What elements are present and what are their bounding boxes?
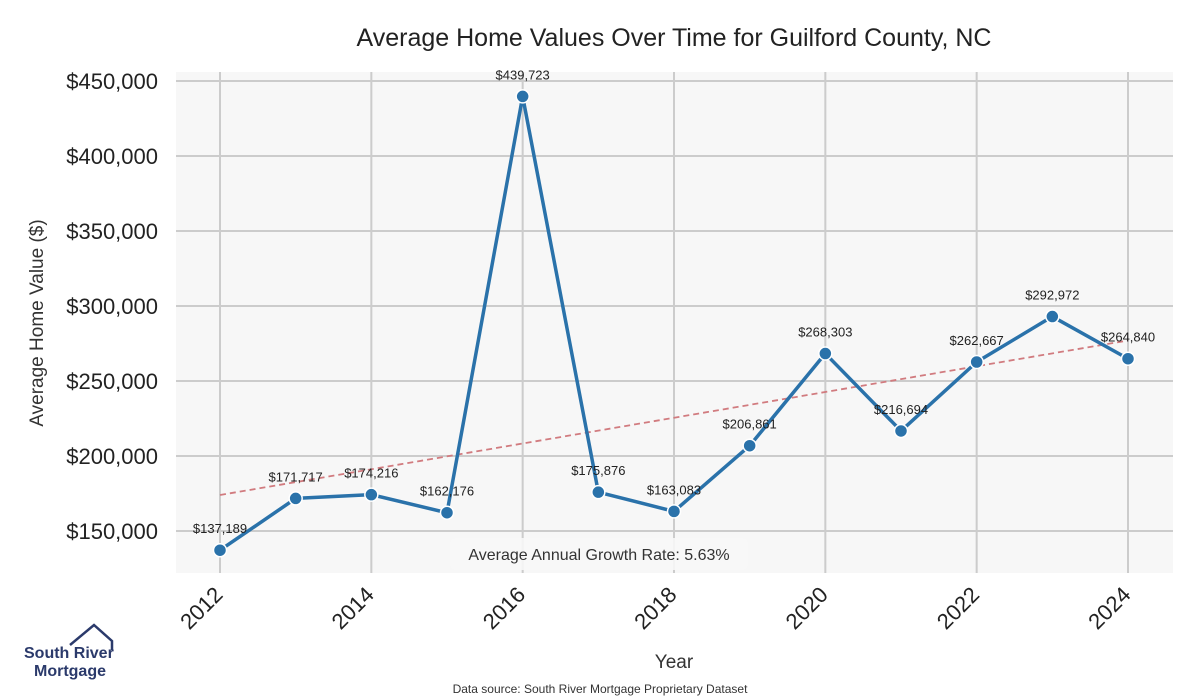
data-label: $262,667 — [950, 333, 1004, 348]
data-point — [439, 505, 455, 520]
data-label: $162,176 — [420, 484, 474, 499]
house-roof-icon — [69, 623, 114, 650]
points-layer — [212, 89, 1136, 558]
y-tick-label: $200,000 — [66, 444, 158, 469]
y-tick-label: $250,000 — [66, 369, 158, 394]
data-point — [969, 354, 984, 370]
data-label: $171,717 — [269, 469, 323, 484]
data-label: $439,723 — [496, 67, 550, 82]
chart-title: Average Home Values Over Time for Guilfo… — [357, 24, 992, 52]
data-point — [288, 491, 303, 506]
trendline — [219, 339, 1129, 496]
data-label: $292,972 — [1025, 288, 1079, 303]
x-tick-label: 2018 — [629, 582, 681, 634]
data-label: $216,694 — [874, 402, 928, 417]
y-tick-label: $400,000 — [66, 144, 158, 169]
grid — [176, 72, 1173, 573]
data-point — [1045, 309, 1060, 324]
y-tick-label: $300,000 — [66, 294, 158, 319]
data-label: $268,303 — [798, 325, 852, 340]
data-label: $163,083 — [647, 482, 701, 497]
data-label: $137,189 — [193, 521, 247, 536]
data-point — [818, 346, 833, 361]
data-point — [893, 423, 909, 439]
x-axis: 2012 2014 2016 2018 2020 2022 2024 — [175, 582, 1135, 634]
data-label: $264,840 — [1101, 330, 1155, 345]
logo-line-1: South River — [24, 645, 114, 662]
x-tick-label: 2020 — [781, 582, 833, 634]
y-tick-label: $350,000 — [66, 219, 158, 244]
source-note: Data source: South River Mortgage Propri… — [453, 682, 748, 696]
data-labels-layer: $137,189 $171,717 $174,216 $162,176 $439,723… — [193, 67, 1155, 536]
logo-line-2: Mortgage — [34, 663, 106, 680]
growth-annotation: Average Annual Growth Rate: 5.63% — [450, 538, 748, 570]
trendline-layer — [219, 339, 1129, 496]
data-point — [515, 89, 530, 104]
growth-annotation-text: Average Annual Growth Rate: 5.63% — [468, 547, 729, 564]
x-tick-label: 2014 — [327, 582, 379, 634]
x-tick-label: 2016 — [478, 582, 530, 634]
data-label: $175,876 — [571, 463, 625, 478]
data-point — [364, 487, 379, 502]
data-point — [212, 542, 228, 558]
data-label: $174,216 — [344, 466, 398, 481]
y-axis: $150,000 $200,000 $250,000 $300,000 $350,000… — [66, 69, 158, 544]
y-tick-label: $150,000 — [66, 519, 158, 544]
data-label: $206,861 — [723, 417, 777, 432]
x-tick-label: 2012 — [175, 582, 227, 634]
data-point — [742, 438, 757, 453]
x-axis-label: Year — [655, 652, 694, 673]
company-logo: South River Mortgage — [24, 623, 114, 680]
x-tick-label: 2022 — [932, 582, 984, 634]
y-axis-label: Average Home Value ($) — [27, 219, 48, 426]
data-point — [591, 484, 606, 500]
x-tick-label: 2024 — [1083, 582, 1135, 634]
y-tick-label: $450,000 — [66, 69, 158, 94]
data-point — [1120, 351, 1136, 366]
data-point — [666, 504, 682, 519]
